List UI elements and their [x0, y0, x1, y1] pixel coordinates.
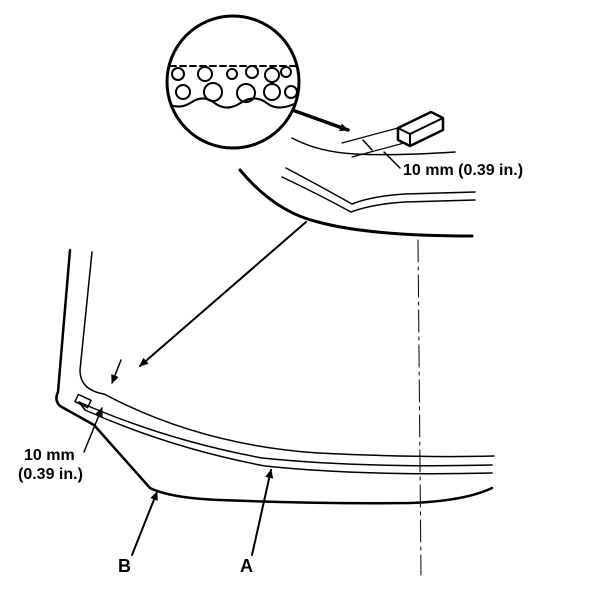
- body-pillar-outer: [55, 248, 96, 427]
- adhesive-bubble: [197, 66, 213, 82]
- molding-a-outer: [78, 401, 493, 467]
- callout-label-b: B: [118, 556, 131, 576]
- windshield-main-view: [55, 239, 495, 576]
- callout-arrow-b: [131, 491, 158, 556]
- body-pillar-inner: [79, 251, 105, 395]
- adhesive-bubble: [236, 83, 256, 103]
- dimension-line: [94, 407, 103, 426]
- adhesive-bead-outline: [167, 97, 299, 109]
- dimension-extension-line: [351, 142, 405, 158]
- inset-adhesive-bead: [396, 110, 445, 148]
- inset-glass-edge: [291, 137, 456, 156]
- callout-arrow-a: [251, 469, 274, 556]
- body-outer-b: [92, 423, 494, 505]
- inset-body-outline: [238, 168, 474, 238]
- inset-edge-view: [238, 110, 476, 238]
- dimension-extension-line: [341, 127, 399, 144]
- adhesive-bubble: [175, 84, 191, 100]
- callout-label-a: A: [240, 556, 253, 576]
- dimension-line: [383, 151, 401, 169]
- inset-pointer-arrow: [139, 221, 307, 367]
- adhesive-bubble: [280, 66, 292, 78]
- inset-adhesive-bead-edge: [397, 127, 411, 135]
- detail-arrow: [293, 109, 350, 132]
- adhesive-bubble: [284, 85, 298, 99]
- adhesive-bubble: [264, 67, 280, 83]
- dimension-line: [111, 359, 122, 384]
- dimension-leader: [83, 424, 96, 453]
- adhesive-bubble: [171, 67, 185, 81]
- centerline: [417, 239, 422, 576]
- glass-edge: [103, 393, 495, 458]
- adhesive-strip-corner: [74, 393, 92, 409]
- dimension-label-left-line2: (0.39 in.): [18, 466, 83, 483]
- inset-molding-line: [281, 176, 476, 213]
- lower-dimension: [83, 359, 122, 453]
- inset-molding-line: [285, 167, 476, 205]
- adhesive-bubble: [245, 65, 259, 79]
- dimension-line: [362, 139, 373, 151]
- molding-a-inner: [84, 409, 493, 475]
- adhesive-bubble: [203, 82, 223, 102]
- dimension-label-left-line1: 10 mm: [24, 447, 75, 464]
- adhesive-bubble: [263, 83, 281, 101]
- adhesive-bubble: [226, 68, 238, 80]
- dimension-label-top: 10 mm (0.39 in.): [403, 162, 524, 179]
- magnified-detail-circle: [165, 14, 301, 150]
- inset-adhesive-bead-edge: [409, 117, 444, 135]
